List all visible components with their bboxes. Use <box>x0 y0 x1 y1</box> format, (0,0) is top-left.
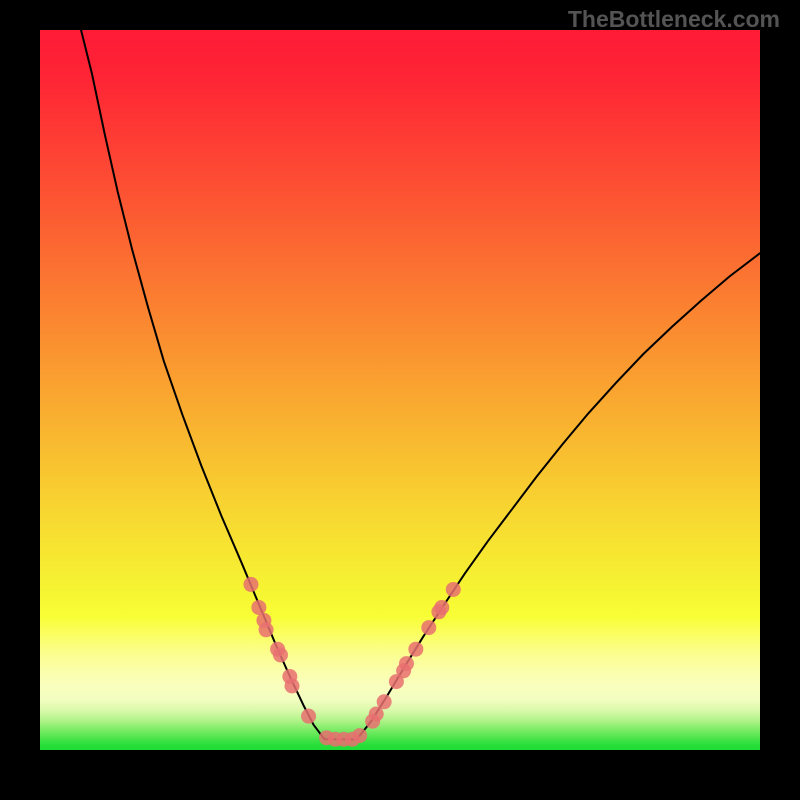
plot-gradient-background <box>40 30 760 750</box>
watermark-text: TheBottleneck.com <box>568 6 780 33</box>
chart-stage: TheBottleneck.com <box>0 0 800 800</box>
